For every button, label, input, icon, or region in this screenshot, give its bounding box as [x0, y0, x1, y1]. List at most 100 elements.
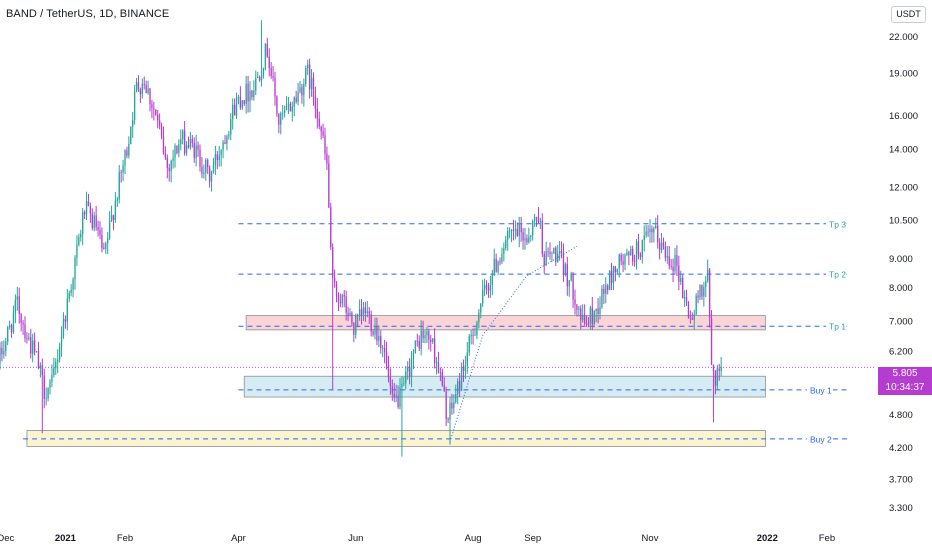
candle-body: [39, 365, 42, 369]
candle-body: [641, 240, 643, 258]
candle: [314, 86, 317, 119]
candle: [639, 252, 642, 261]
candle-body: [124, 150, 126, 166]
candle: [349, 308, 351, 317]
candle: [487, 282, 490, 298]
candle-body: [699, 284, 701, 298]
candle-body: [708, 269, 711, 319]
candle-body: [166, 157, 168, 168]
candle: [407, 361, 409, 380]
candle: [289, 101, 292, 112]
candle: [255, 70, 257, 95]
candle-body: [380, 336, 382, 349]
candle: [360, 298, 363, 325]
candle-body: [276, 96, 278, 114]
candle: [426, 327, 428, 344]
candle: [343, 289, 345, 308]
candle: [483, 278, 486, 297]
level-label-tp-1: Tp 1: [829, 322, 846, 332]
candle: [172, 149, 174, 169]
candle: [401, 376, 403, 457]
candle-body: [668, 256, 670, 266]
candle-body: [351, 312, 353, 324]
candle: [518, 216, 520, 248]
candle: [705, 275, 707, 298]
candle-body: [141, 84, 143, 95]
candle-body: [210, 171, 213, 182]
price-tick-label: 3.300: [889, 503, 913, 514]
candle: [216, 150, 218, 170]
candle-body: [64, 319, 67, 322]
candle: [553, 247, 555, 255]
candle: [439, 367, 442, 382]
candle-body: [389, 377, 392, 387]
candle: [43, 368, 45, 409]
candle: [85, 191, 88, 221]
candle: [512, 219, 515, 241]
candle: [305, 65, 307, 87]
candle-body: [460, 367, 463, 391]
candle-body: [645, 231, 647, 236]
candle-body: [158, 120, 161, 127]
candle-body: [628, 252, 630, 256]
candle: [408, 358, 411, 385]
candle: [207, 158, 209, 175]
candle: [189, 131, 192, 150]
candle-body: [147, 88, 149, 94]
candle-body: [516, 229, 518, 236]
candle-body: [328, 163, 330, 208]
candle: [441, 368, 443, 387]
candle: [491, 269, 493, 296]
time-tick-label: Dec: [0, 533, 14, 544]
candle-body: [95, 215, 97, 228]
candle: [160, 122, 163, 140]
candle: [220, 149, 222, 167]
candle: [607, 283, 609, 295]
candle: [270, 62, 272, 79]
candle-body: [601, 288, 603, 307]
candle-body: [45, 398, 47, 399]
candle: [622, 253, 624, 273]
candle-body: [597, 308, 599, 315]
candle-body: [243, 100, 245, 104]
candle-body: [387, 364, 390, 378]
candle: [637, 233, 640, 260]
candle-body: [3, 350, 5, 355]
candle: [589, 305, 592, 330]
candle-body: [118, 172, 120, 200]
candle-body: [357, 315, 359, 317]
candle-body: [422, 330, 424, 339]
candle: [358, 299, 361, 321]
candle: [108, 211, 111, 241]
candle-body: [439, 372, 442, 374]
candle-body: [314, 97, 317, 109]
currency-badge[interactable]: USDT: [891, 6, 926, 23]
candle: [564, 262, 567, 277]
candle: [476, 320, 478, 340]
candle-body: [653, 228, 655, 233]
candle: [353, 322, 355, 343]
candle-body: [249, 90, 251, 102]
candle: [332, 243, 334, 390]
candle-body: [578, 308, 580, 310]
candle: [335, 281, 338, 303]
candle-body: [658, 242, 661, 251]
candle-body: [447, 418, 449, 420]
candle: [55, 358, 57, 375]
candle: [320, 125, 322, 140]
candle: [164, 146, 167, 160]
candle: [632, 245, 634, 266]
candle: [547, 247, 549, 258]
candle: [214, 145, 217, 175]
candle: [497, 260, 499, 275]
candle: [45, 387, 47, 406]
candle-body: [572, 273, 574, 300]
candle: [307, 59, 309, 76]
candle-body: [518, 223, 520, 236]
candle-body: [316, 108, 318, 119]
candle: [528, 227, 530, 244]
candle-body: [307, 64, 309, 68]
candle: [291, 101, 293, 122]
candle-body: [618, 254, 620, 269]
